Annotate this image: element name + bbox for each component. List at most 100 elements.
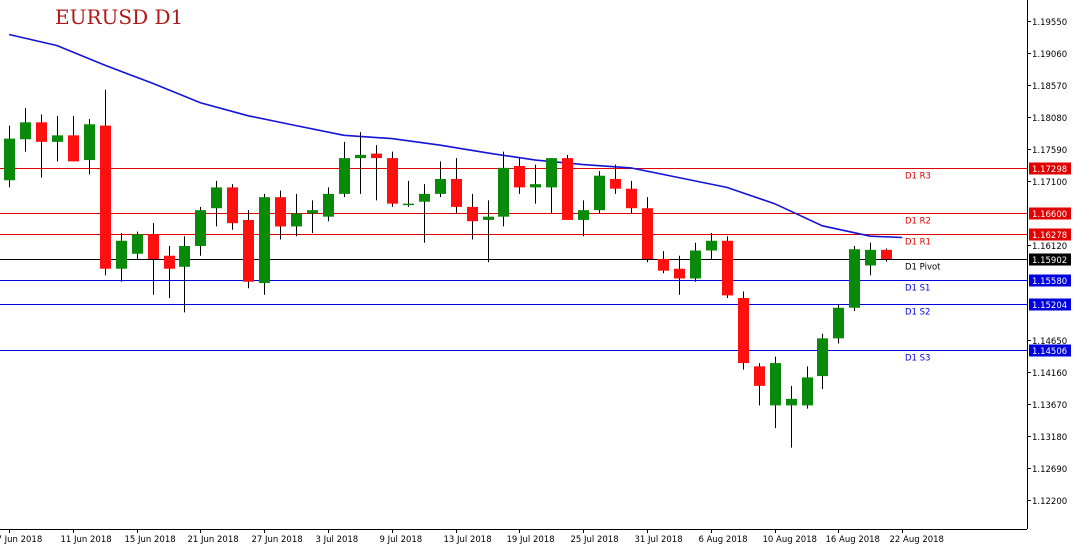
candle[interactable] xyxy=(690,242,701,282)
candle[interactable] xyxy=(195,206,206,256)
candle[interactable] xyxy=(323,187,334,222)
x-tick-label: 15 Jun 2018 xyxy=(125,535,176,545)
level-price-badge xyxy=(1029,298,1071,311)
level-name-label: D1 R2 xyxy=(905,217,931,227)
candle[interactable] xyxy=(419,184,430,243)
candle[interactable] xyxy=(403,180,414,207)
candle[interactable] xyxy=(275,190,286,240)
y-tick-label: 1.17100 xyxy=(1032,178,1067,188)
y-tick-label: 1.14160 xyxy=(1032,369,1067,379)
candle-body-bear xyxy=(68,135,79,162)
candle[interactable] xyxy=(4,125,15,188)
candle-body-bear xyxy=(722,240,733,296)
candle[interactable] xyxy=(243,210,254,289)
candle-body-bear xyxy=(148,234,159,259)
y-tick-label: 1.18080 xyxy=(1032,114,1067,124)
candle[interactable] xyxy=(706,232,717,259)
x-tick-label: 21 Jun 2018 xyxy=(188,535,239,545)
candle[interactable] xyxy=(259,193,270,295)
candle[interactable] xyxy=(179,236,190,313)
candle[interactable] xyxy=(20,108,31,152)
level-name-label: D1 Pivot xyxy=(905,263,941,273)
candle[interactable] xyxy=(849,245,860,312)
level-price-text: 1.16600 xyxy=(1032,210,1067,220)
candle-body-bull xyxy=(802,377,813,406)
moving-average-line xyxy=(8,33,903,239)
level-price-text: 1.14506 xyxy=(1032,347,1067,357)
candle[interactable] xyxy=(817,333,828,390)
candle-body-bull xyxy=(132,234,143,254)
candle[interactable] xyxy=(68,115,79,162)
candle[interactable] xyxy=(371,145,382,201)
candle[interactable] xyxy=(610,164,621,194)
candle[interactable] xyxy=(291,193,302,237)
candle-body-bull xyxy=(530,184,541,188)
candle-body-bear xyxy=(754,366,765,386)
y-tick-label: 1.12200 xyxy=(1032,497,1067,507)
candle-body-bull xyxy=(817,338,828,377)
candle[interactable] xyxy=(770,356,781,429)
candle-body-bull xyxy=(259,197,270,284)
candle[interactable] xyxy=(514,158,525,194)
y-tick-label: 1.17590 xyxy=(1032,146,1067,156)
candle[interactable] xyxy=(227,184,238,230)
candle-body-bull xyxy=(211,187,222,209)
candle[interactable] xyxy=(148,223,159,295)
candle[interactable] xyxy=(435,161,446,198)
candle-body-bull xyxy=(323,193,334,217)
candle-body-bull xyxy=(483,216,494,220)
candle[interactable] xyxy=(339,141,350,198)
candle[interactable] xyxy=(738,291,749,370)
candle[interactable] xyxy=(483,200,494,263)
candle-body-bull xyxy=(52,135,63,142)
candle[interactable] xyxy=(498,151,509,227)
candle[interactable] xyxy=(387,151,398,207)
candle[interactable] xyxy=(100,89,111,276)
candle-body-bull xyxy=(195,210,206,246)
level-price-badge xyxy=(1029,162,1071,175)
candle[interactable] xyxy=(642,197,653,263)
candle[interactable] xyxy=(84,119,95,175)
candle[interactable] xyxy=(594,171,605,214)
candle[interactable] xyxy=(881,248,892,262)
level-price-text: 1.15902 xyxy=(1032,256,1067,266)
candle[interactable] xyxy=(802,366,813,409)
level-price-text: 1.17298 xyxy=(1032,165,1067,175)
candle[interactable] xyxy=(562,154,573,220)
candle[interactable] xyxy=(546,158,557,214)
candle[interactable] xyxy=(865,242,876,276)
level-name-label: D1 S1 xyxy=(905,284,930,294)
x-tick-label: 11 Jun 2018 xyxy=(61,535,112,545)
candle[interactable] xyxy=(467,193,478,240)
candle[interactable] xyxy=(674,255,685,295)
candle[interactable] xyxy=(355,132,366,194)
candle[interactable] xyxy=(658,251,669,274)
level-price-badge xyxy=(1029,344,1071,357)
candle[interactable] xyxy=(52,115,63,162)
y-tick-label: 1.13670 xyxy=(1032,401,1067,411)
candle[interactable] xyxy=(132,231,143,259)
candle-body-bull xyxy=(4,138,15,181)
candle[interactable] xyxy=(786,385,797,448)
candle[interactable] xyxy=(722,236,733,299)
candle[interactable] xyxy=(833,304,844,344)
y-tick-label: 1.18570 xyxy=(1032,82,1067,92)
level-name-label: D1 R3 xyxy=(905,172,931,182)
candle[interactable] xyxy=(116,232,127,282)
candle[interactable] xyxy=(578,200,589,237)
candle-body-bear xyxy=(100,125,111,269)
x-tick-label: 6 Aug 2018 xyxy=(699,535,748,545)
candle[interactable] xyxy=(164,245,175,299)
candle-body-bear xyxy=(738,298,749,364)
candle[interactable] xyxy=(307,200,318,233)
candle-body-bull xyxy=(355,154,366,159)
candle[interactable] xyxy=(530,164,541,204)
candle[interactable] xyxy=(626,180,637,214)
candle[interactable] xyxy=(36,114,47,178)
candle-body-bear xyxy=(387,158,398,204)
candle[interactable] xyxy=(211,180,222,227)
candle[interactable] xyxy=(451,158,462,214)
candle[interactable] xyxy=(754,363,765,406)
